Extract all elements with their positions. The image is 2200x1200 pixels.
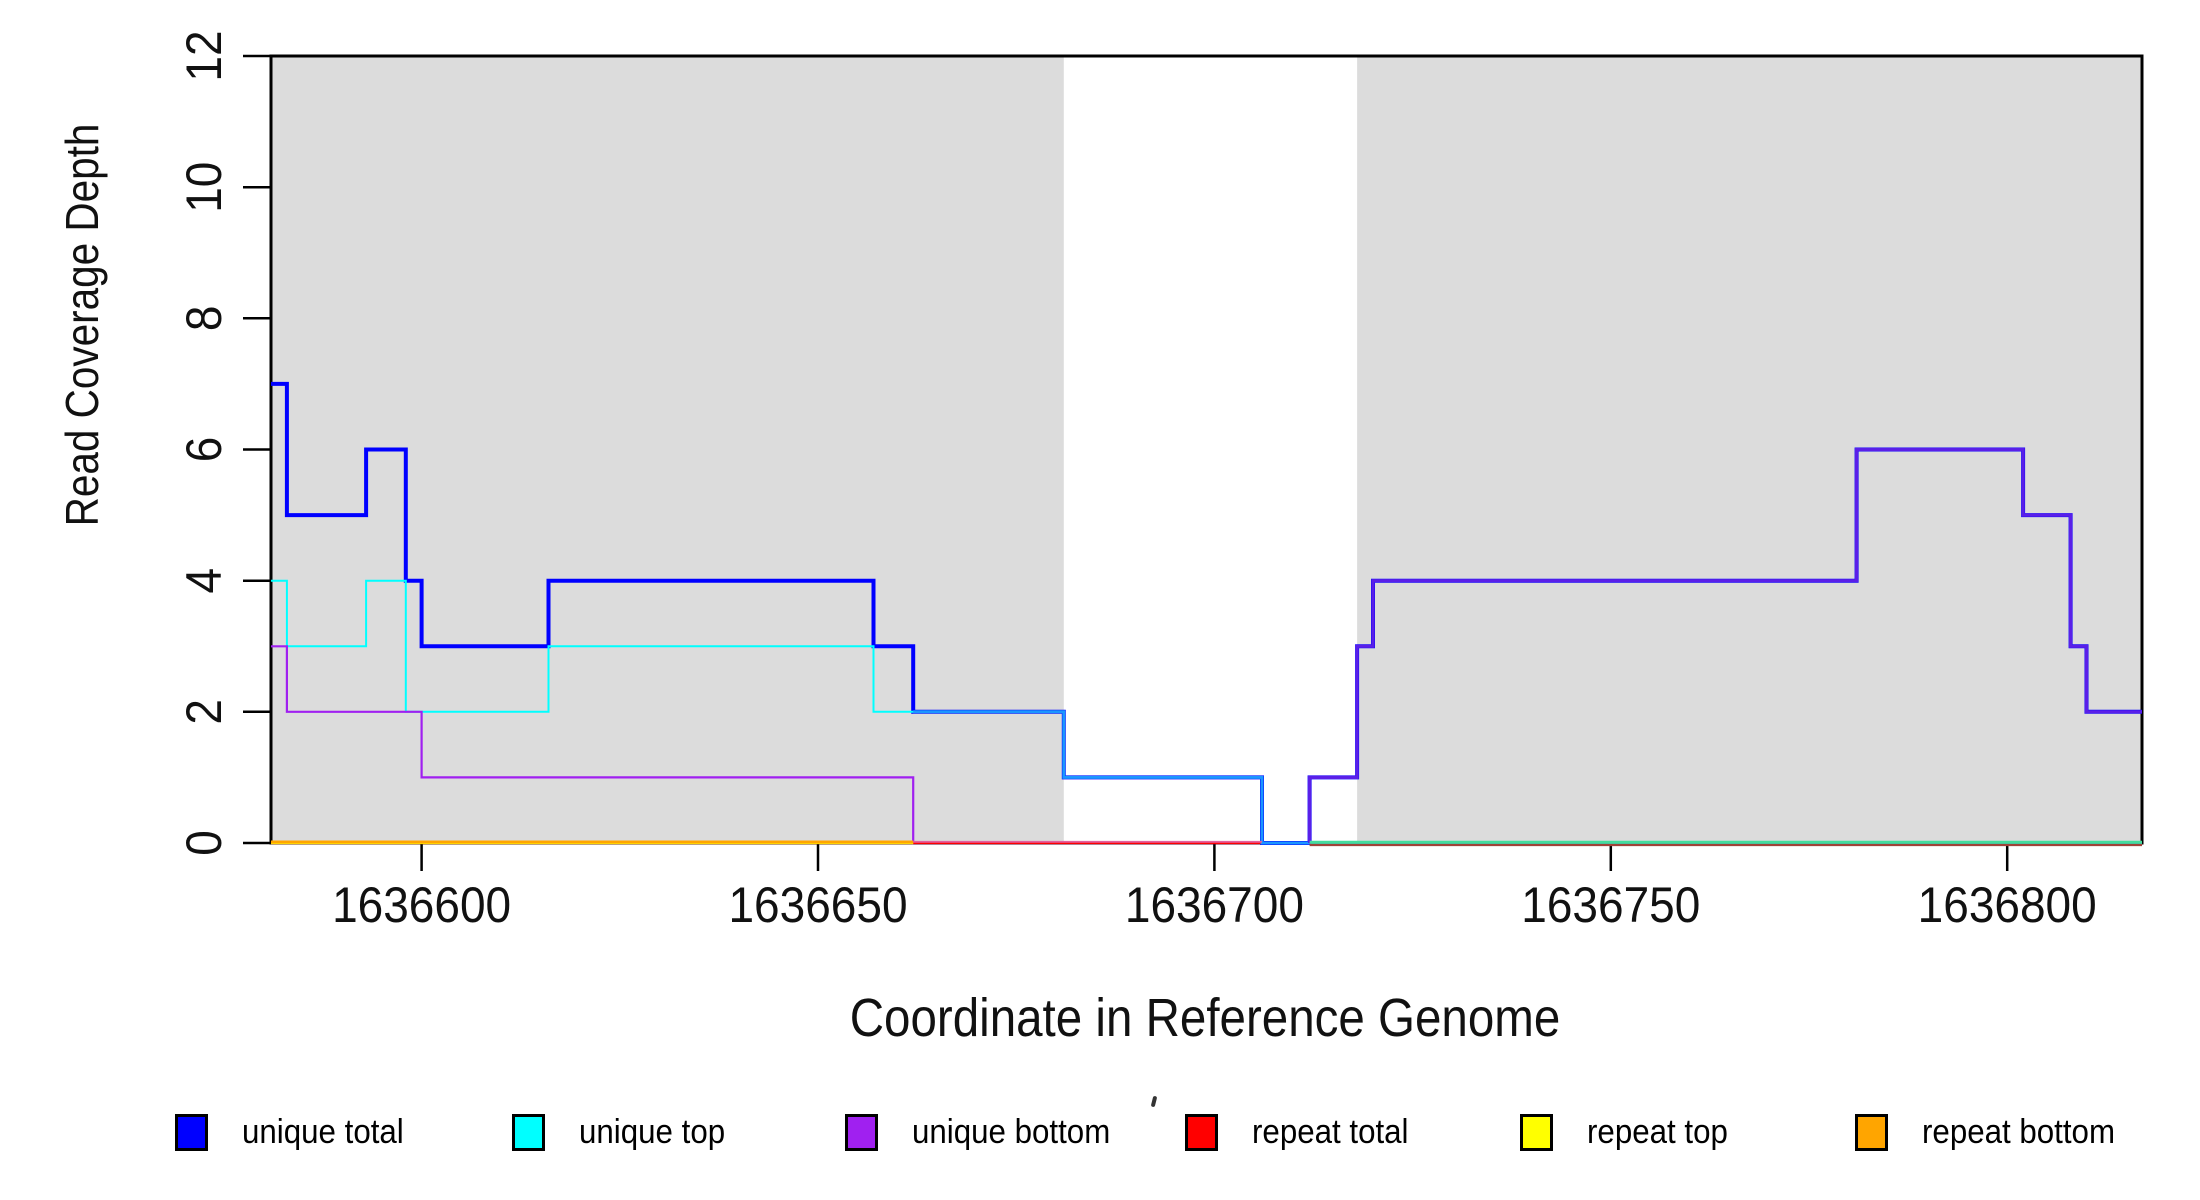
- legend-swatch-icon: [845, 1113, 878, 1151]
- legend-label: unique top: [579, 1112, 726, 1151]
- legend-label: unique total: [242, 1112, 404, 1151]
- y-tick-label: 4: [177, 568, 232, 594]
- legend-label: repeat total: [1252, 1112, 1409, 1151]
- legend-swatch-icon: [512, 1113, 545, 1151]
- legend-swatch-icon: [175, 1113, 208, 1151]
- y-tick-label: 2: [177, 699, 232, 725]
- legend-item-unique-total: unique total: [175, 1108, 418, 1156]
- x-tick-label: 1636700: [1125, 878, 1304, 933]
- x-tick-label: 1636800: [1918, 878, 2097, 933]
- legend-item-repeat-top: repeat top: [1520, 1108, 1740, 1156]
- x-axis-title: Coordinate in Reference Genome: [849, 988, 1561, 1048]
- x-tick-label: 1636600: [332, 878, 511, 933]
- legend-swatch-icon: [1855, 1113, 1888, 1151]
- y-tick-label: 6: [177, 437, 232, 463]
- y-axis-title: Read Coverage Depth: [56, 123, 108, 527]
- y-tick-label: 10: [177, 162, 232, 213]
- x-tick-label: 1636650: [728, 878, 907, 933]
- legend-label: repeat top: [1587, 1112, 1728, 1151]
- legend-item-unique-bottom: unique bottom: [845, 1108, 1128, 1156]
- legend-label: unique bottom: [912, 1112, 1111, 1151]
- legend-swatch-icon: [1520, 1113, 1553, 1151]
- x-tick-label: 1636750: [1521, 878, 1700, 933]
- legend: unique total unique top unique bottom repea…: [0, 1108, 2200, 1168]
- legend-item-repeat-bottom: repeat bottom: [1855, 1108, 2132, 1156]
- y-tick-label: 0: [177, 830, 232, 856]
- y-tick-label: 8: [177, 306, 232, 332]
- legend-item-repeat-total: repeat total: [1185, 1108, 1422, 1156]
- legend-swatch-icon: [1185, 1113, 1218, 1151]
- legend-label: repeat bottom: [1922, 1112, 2116, 1151]
- legend-item-unique-top: unique top: [512, 1108, 738, 1156]
- overlay-unique-total-plus-bottom-blend: [1308, 447, 2142, 843]
- y-tick-label: 12: [177, 30, 232, 81]
- overlay-unique-total-plus-top-blend: [913, 710, 1310, 845]
